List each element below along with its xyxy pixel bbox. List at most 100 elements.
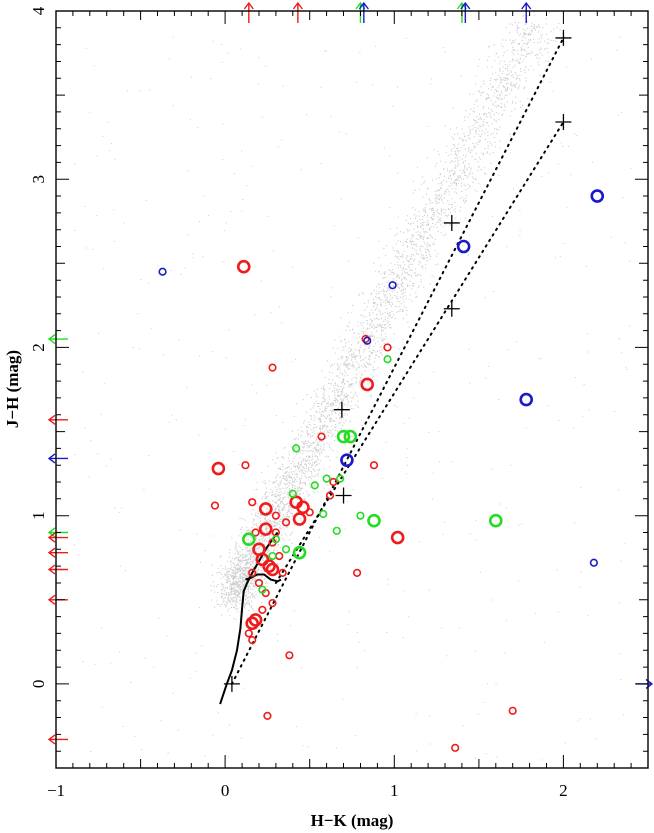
red-point [361, 334, 370, 344]
blue-point [363, 336, 372, 345]
red-point [390, 530, 405, 545]
left-limit-arrow [47, 547, 68, 558]
field-star-cloud [74, 11, 632, 761]
reddening-marker [443, 214, 460, 231]
red-point [251, 528, 260, 537]
reddening-marker [333, 401, 350, 418]
green-point [268, 551, 277, 561]
red-point [254, 578, 264, 588]
red-point [263, 711, 272, 720]
red-point [268, 363, 277, 372]
red-point [383, 343, 392, 352]
red-point [248, 498, 257, 507]
green-point [292, 444, 301, 453]
red-point [258, 522, 273, 536]
green-point [343, 429, 358, 444]
red-point [245, 616, 260, 631]
red-point [329, 477, 338, 487]
blue-point [589, 558, 598, 567]
red-point [248, 568, 257, 577]
red-point [258, 502, 273, 516]
red-point [241, 461, 250, 470]
red-point [271, 511, 280, 520]
green-point [258, 585, 267, 594]
left-limit-arrow [47, 734, 68, 745]
edge-arrows [47, 1, 654, 745]
reddening-marker [555, 114, 572, 131]
reddening-vector-1 [230, 36, 565, 685]
green-point [242, 532, 256, 547]
red-point [285, 651, 294, 660]
red-point [451, 743, 460, 752]
y-tick-label: 0 [29, 680, 48, 689]
blue-point [590, 189, 605, 203]
y-tick-label: 1 [29, 511, 48, 520]
green-point [288, 489, 297, 498]
blue-point [340, 453, 354, 467]
y-tick-label: 4 [29, 6, 48, 15]
green-point [356, 511, 365, 520]
plot-frame [55, 10, 649, 769]
blue-point [388, 281, 397, 290]
green-point [488, 513, 503, 528]
red-point [236, 259, 251, 274]
green-point [332, 526, 341, 535]
red-point [325, 491, 335, 500]
left-limit-arrow [47, 532, 68, 543]
red-point [369, 461, 379, 470]
red-point [508, 706, 517, 715]
top-limit-arrow [521, 1, 532, 23]
red-point [268, 599, 277, 608]
red-point [296, 500, 310, 515]
reddening-marker [443, 300, 460, 317]
green-point [310, 481, 319, 490]
green-point [319, 509, 328, 519]
red-point [255, 552, 270, 567]
left-limit-arrow [47, 414, 68, 425]
red-point [211, 461, 226, 476]
reddening-marker [223, 675, 240, 692]
red-point [352, 568, 362, 577]
model-lines [219, 29, 572, 705]
reddening-vector-2 [274, 121, 565, 584]
blue-point [158, 267, 167, 276]
data-series [158, 189, 605, 752]
x-tick-label: −1 [47, 781, 65, 800]
red-point [317, 432, 326, 441]
top-limit-arrow [460, 1, 471, 23]
red-point [244, 629, 253, 638]
red-point [360, 377, 375, 392]
blue-point [519, 392, 534, 407]
left-limit-arrow [47, 564, 68, 575]
green-point [336, 429, 351, 444]
red-point [275, 551, 284, 561]
green-point [367, 513, 381, 528]
left-limit-arrow [47, 453, 68, 464]
tick-marks [55, 10, 649, 769]
green-point [292, 545, 307, 560]
field-star-points [74, 11, 632, 761]
red-point [292, 512, 307, 526]
y-tick-labels: 0 1 2 3 4 [29, 6, 48, 688]
red-series [210, 259, 517, 752]
blue-series [158, 189, 605, 567]
x-tick-label: 1 [390, 781, 399, 800]
y-tick-label: 3 [29, 175, 48, 184]
red-point [248, 636, 257, 645]
y-axis-title: J−H (mag) [3, 350, 22, 428]
green-series [242, 355, 503, 594]
reddening-marker [555, 29, 572, 46]
red-point [258, 605, 267, 614]
reddening-marker [335, 487, 352, 504]
red-point [305, 508, 314, 517]
top-limit-arrow [292, 1, 303, 23]
red-point [265, 562, 280, 577]
x-tick-labels: −1 0 1 2 [47, 781, 568, 800]
red-point [248, 613, 263, 627]
green-point [383, 355, 392, 364]
x-tick-label: 0 [221, 781, 230, 800]
green-point [322, 474, 331, 483]
y-tick-label: 2 [29, 343, 48, 352]
red-point [278, 568, 287, 577]
red-point [281, 518, 291, 527]
